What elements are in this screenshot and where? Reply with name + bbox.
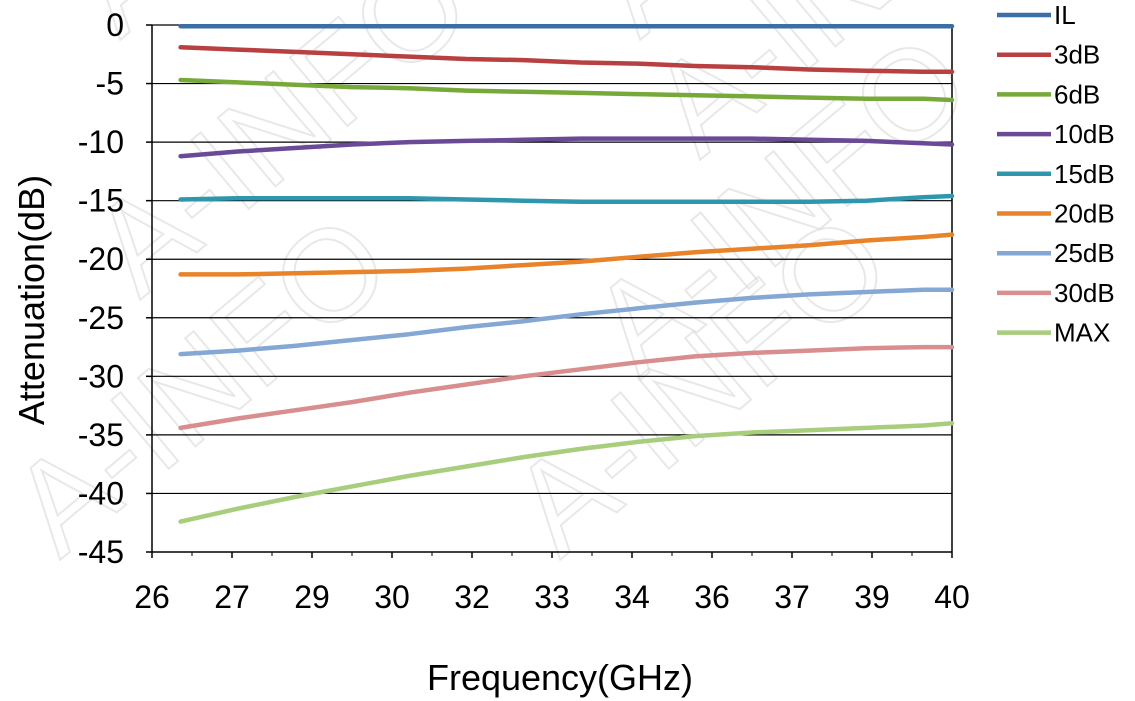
x-tick-label: 26 xyxy=(134,579,170,615)
legend-label-10db: 10dB xyxy=(1054,119,1115,149)
x-tick-label: 36 xyxy=(694,579,730,615)
x-tick-label: 27 xyxy=(214,579,250,615)
legend-label-3db: 3dB xyxy=(1054,40,1100,70)
y-tick-label: -30 xyxy=(78,358,124,394)
x-tick-label: 37 xyxy=(774,579,810,615)
x-tick-label: 33 xyxy=(534,579,570,615)
y-tick-labels: 0 -5 -10 -15 -20 -25 -30 -35 -40 -45 xyxy=(78,7,152,570)
legend-label-25db: 25dB xyxy=(1054,238,1115,268)
y-tick-label: -15 xyxy=(78,183,124,219)
x-tick-labels: 26 27 29 30 32 33 34 36 37 39 40 xyxy=(134,552,970,615)
x-tick-label: 29 xyxy=(294,579,330,615)
y-tick-label: -10 xyxy=(78,124,124,160)
legend-label-20db: 20dB xyxy=(1054,199,1115,229)
x-tick-label: 30 xyxy=(374,579,410,615)
x-tick-label: 32 xyxy=(454,579,490,615)
y-tick-label: -5 xyxy=(96,66,124,102)
legend-label-6db: 6dB xyxy=(1054,79,1100,109)
x-tick-label: 34 xyxy=(614,579,650,615)
series-line-15db xyxy=(178,193,955,205)
series-line-30db xyxy=(178,344,955,431)
legend-label-il: IL xyxy=(1054,0,1076,30)
x-tick-label: 40 xyxy=(934,579,970,615)
legend: IL 3dB 6dB 10dB 15dB 20dB 25dB 30dB MAX xyxy=(997,0,1115,348)
legend-label-max: MAX xyxy=(1054,318,1110,348)
y-tick-label: 0 xyxy=(106,7,124,43)
y-tick-label: -25 xyxy=(78,300,124,336)
series-line-25db xyxy=(178,287,955,357)
y-tick-label: -45 xyxy=(78,534,124,570)
series-line-max xyxy=(178,420,955,524)
series-line-10db xyxy=(178,136,955,159)
series-line-3db xyxy=(178,45,955,75)
y-tick-label: -40 xyxy=(78,475,124,511)
y-tick-label: -20 xyxy=(78,241,124,277)
x-tick-label: 39 xyxy=(854,579,890,615)
x-axis-title: Frequency(GHz) xyxy=(427,657,693,698)
series-lines xyxy=(178,23,955,524)
legend-label-30db: 30dB xyxy=(1054,278,1115,308)
series-line-20db xyxy=(178,232,955,277)
series-line-6db xyxy=(178,77,955,103)
y-axis-title: Attenuation(dB) xyxy=(11,175,52,425)
legend-label-15db: 15dB xyxy=(1054,159,1115,189)
y-tick-label: -35 xyxy=(78,417,124,453)
